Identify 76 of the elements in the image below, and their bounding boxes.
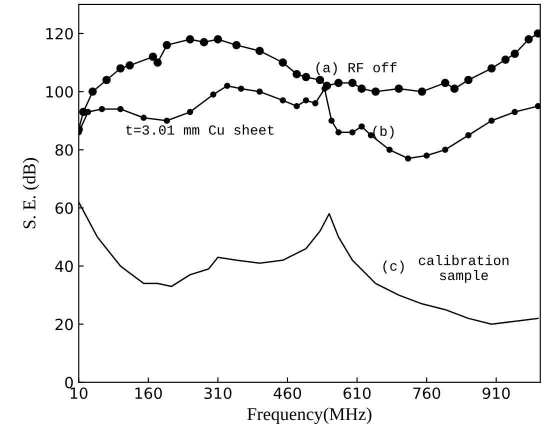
point <box>404 155 412 162</box>
point <box>371 87 380 96</box>
y-tick-label: 80 <box>55 144 73 156</box>
x-tick-label: 760 <box>413 387 440 400</box>
point <box>186 35 194 44</box>
point <box>501 55 510 64</box>
point <box>386 146 393 153</box>
point <box>424 152 430 159</box>
point <box>321 86 328 92</box>
point <box>210 91 216 98</box>
x-tick-label: 310 <box>204 387 232 400</box>
annotation: (c) <box>383 260 404 274</box>
point <box>162 40 172 50</box>
x-tick-label: 610 <box>344 387 371 400</box>
point <box>524 35 533 44</box>
point <box>98 106 106 112</box>
point <box>148 52 158 61</box>
y-tick-label: 100 <box>46 86 73 98</box>
point <box>488 118 495 124</box>
y-axis-title: S. E. (dB) <box>22 158 40 228</box>
annotation: calibration sample <box>418 255 508 283</box>
point <box>200 38 208 46</box>
x-tick-label: 910 <box>482 387 510 400</box>
y-tick-label: 40 <box>55 260 73 272</box>
y-tick-label: 0 <box>65 376 73 388</box>
x-tick-label: 10 <box>70 387 88 400</box>
point <box>214 35 222 44</box>
annotation: t=3.01 mm Cu sheet <box>126 124 274 135</box>
point <box>312 100 318 106</box>
annotation: (b) <box>373 126 394 139</box>
point <box>464 76 473 84</box>
y-tick-label: 120 <box>46 28 73 40</box>
point <box>117 106 124 112</box>
point <box>224 82 230 89</box>
x-tick-label: 160 <box>135 387 162 400</box>
point <box>465 132 472 138</box>
point <box>328 118 335 124</box>
point <box>418 87 426 96</box>
x-tick-label: 460 <box>274 387 302 400</box>
point <box>186 108 194 116</box>
point <box>450 84 459 93</box>
point <box>441 78 450 88</box>
point <box>512 108 518 116</box>
point <box>278 58 288 67</box>
point <box>534 103 540 110</box>
point <box>442 146 448 153</box>
point <box>349 129 356 136</box>
point <box>255 46 264 56</box>
point <box>358 123 365 130</box>
point <box>88 87 97 96</box>
point <box>126 61 134 70</box>
point <box>164 118 170 124</box>
y-tick-label: 20 <box>56 318 73 330</box>
point <box>302 97 310 104</box>
point <box>334 78 343 88</box>
point <box>358 84 366 93</box>
point <box>316 76 324 84</box>
point <box>280 97 286 104</box>
point <box>510 50 519 58</box>
x-axis-title: Frequency(MHz) <box>247 408 372 424</box>
annotation: (a) RF off <box>316 62 397 76</box>
point <box>487 64 496 73</box>
point <box>256 88 263 95</box>
point <box>238 86 244 92</box>
y-tick-label: 60 <box>56 202 73 214</box>
point <box>335 129 342 136</box>
point <box>232 40 241 50</box>
point <box>394 84 403 93</box>
point <box>140 114 147 121</box>
point <box>153 58 162 67</box>
point <box>302 72 310 82</box>
point <box>294 103 300 110</box>
point <box>116 64 125 73</box>
point <box>292 70 301 78</box>
point <box>348 78 357 88</box>
point <box>102 76 111 84</box>
